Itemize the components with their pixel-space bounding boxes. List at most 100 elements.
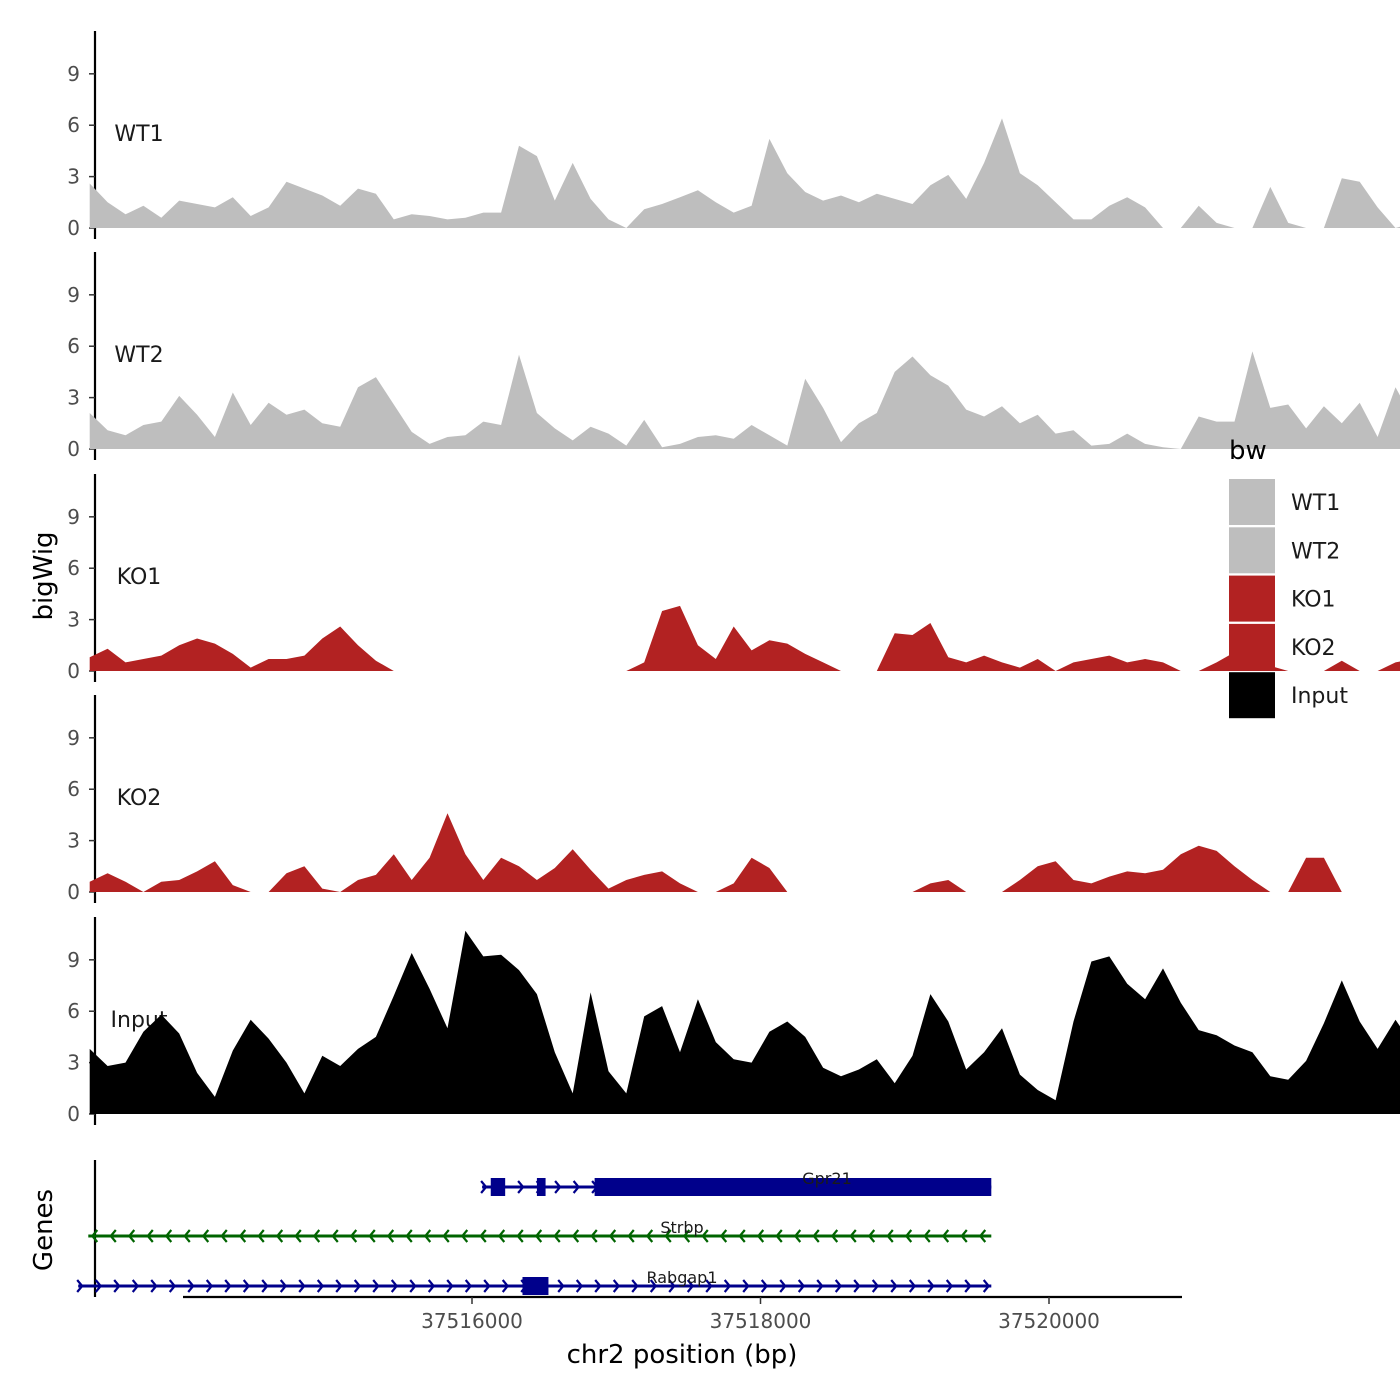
strand-arrow	[517, 1180, 525, 1194]
y-tick-label: 9	[67, 948, 80, 972]
strand-arrow	[483, 1279, 491, 1293]
legend-label-wt1: WT1	[1291, 491, 1340, 516]
track-label-wt2: WT2	[114, 343, 163, 368]
y-tick-label: 0	[67, 1102, 80, 1126]
strand-arrow	[553, 1229, 561, 1243]
legend: bw WT1 WT2 KO1 KO2 Input	[1229, 436, 1348, 719]
strand-arrow	[516, 1229, 524, 1243]
track-ko1: 0 3 6 9 KO1	[67, 474, 1400, 683]
track-wt2: 0 3 6 9 WT2	[67, 252, 1400, 461]
strand-arrow	[201, 1229, 210, 1243]
strand-arrow	[867, 1229, 876, 1243]
y-tick-label: 9	[67, 505, 80, 529]
strand-arrow	[590, 1229, 598, 1243]
area-ko2	[89, 813, 1400, 892]
strand-arrow	[557, 1279, 565, 1293]
y-tick-label: 0	[67, 659, 80, 683]
strand-arrow	[645, 1229, 654, 1243]
strand-arrow	[187, 1279, 195, 1293]
strand-arrow	[386, 1229, 395, 1243]
strand-arrow	[668, 1279, 676, 1293]
strand-arrow	[405, 1229, 413, 1243]
y-tick-label: 0	[67, 880, 80, 904]
strand-arrow	[331, 1229, 339, 1243]
x-axis: 37516000 37518000 37520000	[183, 1295, 1182, 1333]
strand-arrow	[168, 1279, 177, 1293]
genes-axis-title: Genes	[29, 1189, 59, 1271]
strand-arrow	[480, 1180, 488, 1194]
strand-arrow	[682, 1229, 691, 1243]
strand-arrow	[871, 1279, 880, 1293]
strand-arrow	[261, 1279, 269, 1293]
y-tick-label: 3	[67, 165, 80, 189]
area-wt1	[89, 118, 1400, 228]
strand-arrow	[335, 1279, 343, 1293]
strand-arrow	[279, 1279, 288, 1293]
strand-arrow	[205, 1279, 214, 1293]
y-tick-label: 0	[67, 216, 80, 240]
x-tick-label: 37518000	[710, 1309, 812, 1333]
strand-arrow	[238, 1229, 247, 1243]
area-ko1	[89, 605, 1400, 671]
area-input	[89, 930, 1400, 1114]
strand-arrow	[571, 1229, 580, 1243]
strand-arrow	[890, 1279, 898, 1293]
strand-arrow	[779, 1279, 787, 1293]
strand-arrow	[886, 1229, 894, 1243]
strand-arrow	[183, 1229, 191, 1243]
strand-arrow	[945, 1279, 954, 1293]
exon	[536, 1178, 546, 1196]
strand-arrow	[479, 1229, 487, 1243]
strand-arrow	[649, 1279, 658, 1293]
strand-arrow	[220, 1229, 228, 1243]
track-label-wt1: WT1	[114, 122, 163, 147]
area-wt2	[89, 351, 1400, 449]
strand-arrow	[849, 1229, 857, 1243]
strand-arrow	[150, 1279, 158, 1293]
strand-arrow	[686, 1279, 695, 1293]
strand-arrow	[612, 1279, 621, 1293]
track-label-ko1: KO1	[117, 565, 162, 590]
genes-group: Gpr21 Strbp Rabgap1	[76, 1160, 992, 1297]
strand-arrow	[349, 1229, 358, 1243]
strand-arrow	[372, 1279, 380, 1293]
strand-arrow	[316, 1279, 325, 1293]
track-label-ko2: KO2	[117, 786, 162, 811]
strand-arrow	[941, 1229, 950, 1243]
legend-swatch-ko1	[1229, 575, 1275, 622]
strand-arrow	[705, 1279, 713, 1293]
y-tick-label: 9	[67, 283, 80, 307]
legend-label-input: Input	[1291, 684, 1348, 709]
strand-arrow	[464, 1279, 473, 1293]
y-axis-title: bigWig	[29, 531, 59, 620]
gene-gpr21: Gpr21	[480, 1169, 992, 1196]
strand-arrow	[978, 1229, 987, 1243]
strand-arrow	[830, 1229, 839, 1243]
strand-arrow	[631, 1279, 639, 1293]
strand-arrow	[554, 1180, 562, 1194]
y-tick-label: 3	[67, 1051, 80, 1075]
y-tick-label: 9	[67, 62, 80, 86]
strand-arrow	[127, 1229, 136, 1243]
strand-arrow	[460, 1229, 469, 1243]
strand-arrow	[908, 1279, 917, 1293]
gene-rabgap1: Rabgap1	[76, 1268, 992, 1295]
strand-arrow	[982, 1279, 991, 1293]
strand-arrow	[353, 1279, 362, 1293]
y-tick-label: 3	[67, 386, 80, 410]
tracks-group: 0 3 6 9 WT1 0 3 6 9 WT2 0 3 6 9 KO1 0 3 6 9 KO2 0 3 6 9 Input	[67, 31, 1400, 1126]
strand-arrow	[927, 1279, 935, 1293]
strand-arrow	[627, 1229, 635, 1243]
y-tick-label: 3	[67, 608, 80, 632]
strand-arrow	[775, 1229, 783, 1243]
strand-arrow	[90, 1229, 99, 1243]
strand-arrow	[497, 1229, 506, 1243]
strand-arrow	[113, 1279, 121, 1293]
y-tick-label: 6	[67, 334, 80, 358]
strand-arrow	[224, 1279, 232, 1293]
gene-strbp: Strbp	[88, 1218, 992, 1243]
strand-arrow	[298, 1279, 306, 1293]
y-tick-label: 9	[67, 726, 80, 750]
